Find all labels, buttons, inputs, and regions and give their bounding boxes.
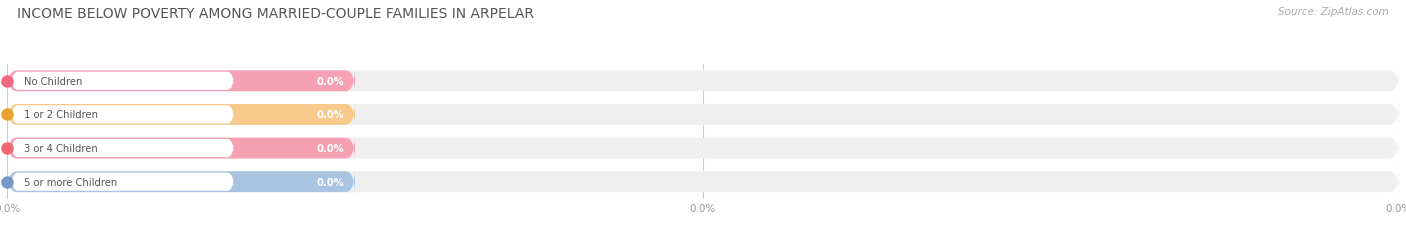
FancyBboxPatch shape <box>7 102 1399 128</box>
FancyBboxPatch shape <box>7 135 354 161</box>
Text: 0.0%: 0.0% <box>316 143 344 153</box>
Text: 0.0%: 0.0% <box>316 110 344 120</box>
Text: 0.0%: 0.0% <box>316 177 344 187</box>
Text: 3 or 4 Children: 3 or 4 Children <box>24 143 97 153</box>
FancyBboxPatch shape <box>7 68 354 94</box>
Text: No Children: No Children <box>24 76 82 86</box>
FancyBboxPatch shape <box>7 68 1399 94</box>
FancyBboxPatch shape <box>11 106 233 124</box>
Text: Source: ZipAtlas.com: Source: ZipAtlas.com <box>1278 7 1389 17</box>
FancyBboxPatch shape <box>7 102 354 128</box>
FancyBboxPatch shape <box>11 173 233 191</box>
FancyBboxPatch shape <box>11 72 233 91</box>
FancyBboxPatch shape <box>7 169 354 195</box>
Text: 0.0%: 0.0% <box>316 76 344 86</box>
FancyBboxPatch shape <box>7 135 1399 161</box>
FancyBboxPatch shape <box>7 169 1399 195</box>
Text: 5 or more Children: 5 or more Children <box>24 177 117 187</box>
Text: INCOME BELOW POVERTY AMONG MARRIED-COUPLE FAMILIES IN ARPELAR: INCOME BELOW POVERTY AMONG MARRIED-COUPL… <box>17 7 534 21</box>
Text: 1 or 2 Children: 1 or 2 Children <box>24 110 98 120</box>
FancyBboxPatch shape <box>11 139 233 158</box>
